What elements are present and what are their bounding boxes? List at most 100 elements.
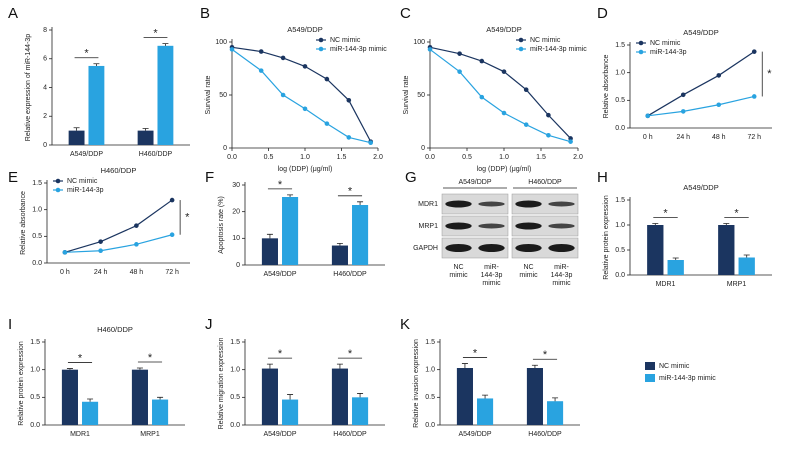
x-tick-label: MDR1 <box>70 431 90 438</box>
bar <box>526 368 543 425</box>
series-line <box>64 199 173 253</box>
x-tick-label: 0.5 <box>462 154 472 161</box>
bar <box>456 368 473 425</box>
blot-band <box>478 244 505 252</box>
blot-band <box>515 244 542 252</box>
y-tick-label: 0.5 <box>230 394 240 401</box>
y-axis-label: Relative migration expression <box>218 337 225 429</box>
data-point <box>346 135 352 140</box>
error-bar <box>142 128 149 131</box>
legend-label: miR-144-3p <box>67 187 104 194</box>
bar <box>331 245 348 265</box>
data-point <box>751 94 757 99</box>
bar <box>88 65 105 145</box>
data-point <box>546 112 551 118</box>
error-bar <box>287 394 294 400</box>
data-point <box>324 76 330 82</box>
legend-label: NC mimic <box>659 363 690 370</box>
blot-panel <box>511 237 579 259</box>
error-bar <box>336 243 343 246</box>
legend-label: miR-144-3p mimic <box>530 46 587 53</box>
x-tick-label: 2.0 <box>573 154 583 161</box>
significance-mark: * <box>734 207 739 219</box>
x-axis-label: log (DDP) (μg/ml) <box>477 166 532 173</box>
y-tick-label: 0.5 <box>615 97 625 104</box>
bar <box>282 399 299 425</box>
x-tick-label: 0.5 <box>264 154 274 161</box>
data-point <box>680 92 686 98</box>
bar <box>157 45 174 145</box>
significance-mark: * <box>78 352 83 364</box>
panel-letter: E <box>8 169 18 186</box>
series-line <box>231 46 372 142</box>
y-tick-label: 1.5 <box>615 42 625 49</box>
bar <box>261 238 278 265</box>
error-bar <box>287 194 294 197</box>
x-tick-label: 72 h <box>747 134 761 141</box>
x-tick-label: 0 h <box>643 134 653 141</box>
significance-mark: * <box>473 347 478 359</box>
data-point <box>302 106 308 112</box>
legend-label: NC mimic <box>650 40 681 47</box>
data-point <box>479 58 485 64</box>
row-label: GAPDH <box>413 245 438 252</box>
y-tick-label: 50 <box>417 92 425 99</box>
series-line <box>429 48 571 143</box>
error-bar <box>743 254 750 258</box>
group-label: A549/DDP <box>458 179 491 186</box>
blot-panel <box>441 237 509 259</box>
bar <box>331 368 348 425</box>
error-bar <box>162 43 169 46</box>
error-bar <box>482 394 489 399</box>
x-tick-label: MDR1 <box>656 281 676 288</box>
significance-mark: * <box>767 68 772 80</box>
data-point <box>457 69 462 74</box>
legend-marker <box>55 178 61 184</box>
panel-letter: H <box>597 169 608 186</box>
error-bar <box>266 233 273 239</box>
chart-title: A549/DDP <box>287 25 322 34</box>
x-tick-label: 0.0 <box>227 154 237 161</box>
x-tick-label: MRP1 <box>140 431 160 438</box>
chart-title: H460/DDP <box>101 166 137 175</box>
y-tick-label: 0.5 <box>425 394 435 401</box>
series-line <box>647 95 755 117</box>
row-label: MRP1 <box>419 223 439 230</box>
data-point <box>716 73 722 78</box>
data-point <box>258 68 264 73</box>
y-tick-label: 1.0 <box>615 70 625 77</box>
y-tick-label: 0.0 <box>32 260 42 267</box>
x-axis-label: log (DDP) (μg/ml) <box>278 166 333 173</box>
lane-label: 144-3p <box>551 272 573 279</box>
data-point <box>568 139 573 144</box>
series-line <box>429 46 572 139</box>
y-axis-label: Survival rate <box>205 75 212 114</box>
error-bar <box>461 363 468 369</box>
data-point <box>645 113 651 119</box>
y-tick-label: 0.5 <box>30 394 40 401</box>
y-tick-label: 2 <box>43 113 47 120</box>
significance-mark: * <box>663 207 668 219</box>
series-line <box>64 234 173 253</box>
significance-mark: * <box>278 179 283 191</box>
legend-marker <box>638 40 644 46</box>
panel-letter: J <box>205 316 213 333</box>
y-tick-label: 6 <box>43 56 47 63</box>
lane-label: mimic <box>482 280 501 287</box>
bar <box>547 401 564 425</box>
legend-marker <box>638 49 644 55</box>
x-tick-label: H460/DDP <box>333 271 367 278</box>
panel-letter: D <box>597 5 608 22</box>
error-bar <box>531 364 538 369</box>
data-point <box>479 94 485 100</box>
x-tick-label: 24 h <box>94 269 108 276</box>
y-tick-label: 0.0 <box>230 422 240 429</box>
error-bar <box>66 368 73 370</box>
x-tick-label: 1.5 <box>337 154 347 161</box>
y-tick-label: 50 <box>219 92 227 99</box>
bar <box>261 368 278 425</box>
significance-mark: * <box>148 352 153 364</box>
data-point <box>427 47 433 52</box>
y-axis-label: Relative invasion expression <box>413 339 420 428</box>
